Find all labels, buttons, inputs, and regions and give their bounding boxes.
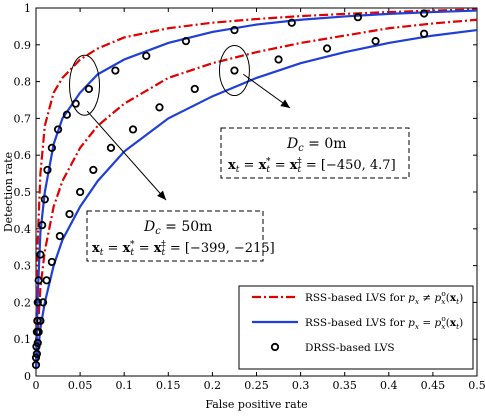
data-point-marker <box>112 67 118 73</box>
data-point-marker <box>143 53 149 59</box>
legend: RSS-based LVS for px ≠ pxo(xt)RSS-based … <box>239 286 473 369</box>
data-point-marker <box>130 126 136 132</box>
y-tick-label: 0.8 <box>14 76 32 89</box>
annotation-dc0-line1-part: D <box>286 136 298 152</box>
y-tick-label: 0.6 <box>14 149 32 162</box>
y-tick-label: 0.7 <box>14 112 32 125</box>
data-point-marker <box>86 86 92 92</box>
annotations-group: Dc = 0m xt = xt* = xt‡ = [−450, 4.7] Dc = … <box>70 46 409 261</box>
legend-entry-2-part: = <box>419 317 434 329</box>
y-tick-label: 0.1 <box>14 333 32 346</box>
legend-entry-2-part: RSS-based LVS for <box>305 317 408 329</box>
data-point-marker <box>90 167 96 173</box>
annotation-dc50-line1: Dc = 50m <box>143 219 212 237</box>
y-tick-label: 0.5 <box>14 186 32 199</box>
annotation-dc50-line1-part: = 50m <box>161 219 213 235</box>
arrowhead <box>280 99 290 108</box>
annotation-dc50-line1-part: D <box>143 219 155 235</box>
annotation-dc0-line2-part: = <box>239 158 258 173</box>
x-tick-label: 0.4 <box>380 379 398 392</box>
x-tick-label: 0.25 <box>244 379 269 392</box>
y-tick-label: 1 <box>24 2 31 15</box>
data-point-marker <box>156 104 162 110</box>
x-axis-label: False positive rate <box>205 398 307 411</box>
data-point-marker <box>66 211 72 217</box>
annotation-dc50-line2-part: = <box>135 241 154 256</box>
annotation-dc0-line1: Dc = 0m <box>286 136 347 154</box>
annotation-dc50-line2-part: = [−399, −215] <box>166 241 275 256</box>
legend-entry-2: RSS-based LVS for px = pxo(xt) <box>305 314 463 331</box>
data-point-marker <box>43 277 49 283</box>
x-tick-label: 0.05 <box>68 379 93 392</box>
y-tick-label: 0.2 <box>14 296 32 309</box>
arrow-line <box>87 111 166 200</box>
legend-entry-2-part: ) <box>459 317 463 329</box>
data-point-marker <box>372 38 378 44</box>
y-tick-label: 0.9 <box>14 39 32 52</box>
data-point-marker <box>108 145 114 151</box>
legend-entry-1-part: ) <box>459 292 463 304</box>
data-point-marker <box>231 67 237 73</box>
legend-entry-1: RSS-based LVS for px ≠ pxo(xt) <box>305 289 463 306</box>
data-point-marker <box>57 233 63 239</box>
annotation-dc50-line2: xt = xt* = xt‡ = [−399, −215] <box>92 240 275 258</box>
x-tick-label: 0.3 <box>292 379 310 392</box>
legend-entry-1-part: ≠ <box>419 292 434 304</box>
x-tick-label: 0.35 <box>332 379 357 392</box>
x-tick-label: 0.15 <box>156 379 181 392</box>
annotation-dc0-line2: xt = xt* = xt‡ = [−450, 4.7] <box>228 157 396 175</box>
x-tick-label: 0 <box>33 379 40 392</box>
y-tick-label: 0 <box>24 370 31 383</box>
legend-entry-3: DRSS-based LVS <box>305 342 395 354</box>
annotation-dc0-line2-part: = [−450, 4.7] <box>302 158 396 173</box>
y-tick-label: 0.3 <box>14 260 32 273</box>
data-point-marker <box>192 86 198 92</box>
x-tick-label: 0.2 <box>204 379 222 392</box>
annotation-dc0-line1-part: = 0m <box>304 136 347 152</box>
data-point-marker <box>77 189 83 195</box>
annotation-dc50-line2-part: = <box>103 241 122 256</box>
data-point-marker <box>275 56 281 62</box>
x-tick-label: 0.1 <box>115 379 133 392</box>
x-tick-label: 0.45 <box>421 379 446 392</box>
y-tick-label: 0.4 <box>14 223 32 236</box>
legend-entry-1-part: RSS-based LVS for <box>305 292 408 304</box>
annotation-dc0-line2-part: = <box>271 158 290 173</box>
ellipse-marker <box>70 55 100 115</box>
data-point-marker <box>324 45 330 51</box>
x-tick-label: 0.5 <box>468 379 485 392</box>
y-axis-label: Detection rate <box>2 152 15 232</box>
legend-entry-3-part: DRSS-based LVS <box>305 342 395 354</box>
